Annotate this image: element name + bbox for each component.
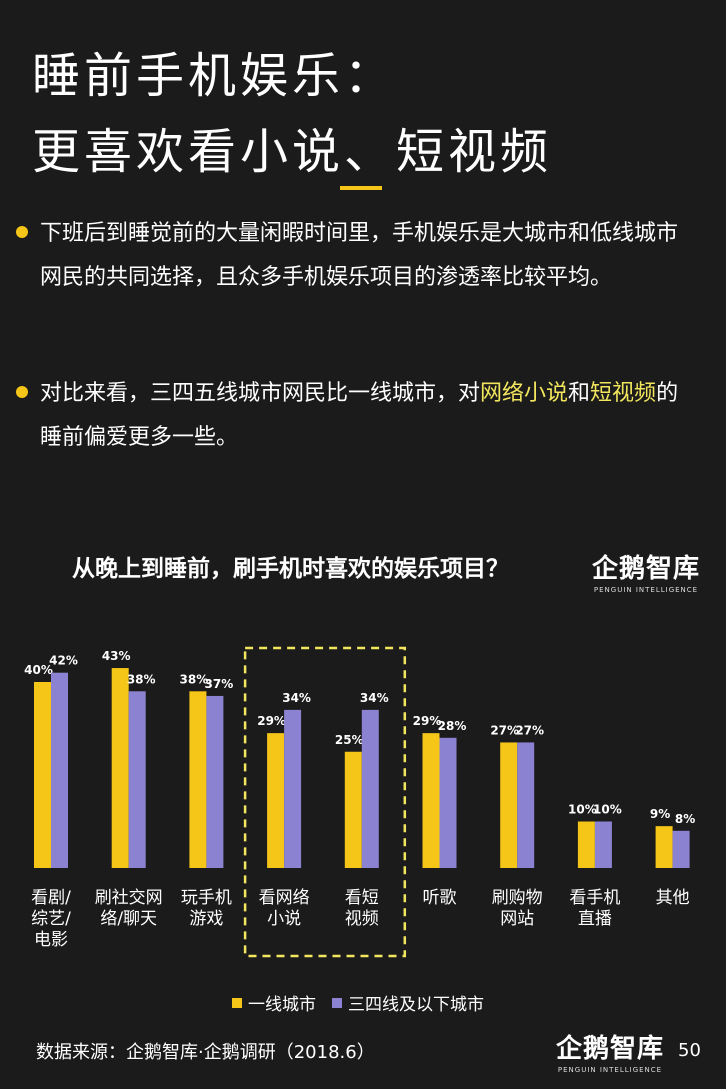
bullet-2-text-c: 的睡前偏爱更多一些。	[40, 381, 679, 450]
data-label-2-3: 34%	[282, 691, 311, 705]
logo-name: 企鹅智库	[556, 1034, 665, 1064]
category-label-7-0: 看手机	[569, 888, 620, 908]
data-label-1-5: 29%	[413, 714, 442, 728]
bar-1-1	[111, 668, 129, 868]
bullet-point-2: 对比来看，三四五线城市网民比一线城市，对网络小说和短视频的睡前偏爱更多一些。	[16, 372, 690, 460]
bullet-point-1: 下班后到睡觉前的大量闲暇时间里，手机娱乐是大城市和低线城市网民的共同选择，且众多…	[16, 212, 690, 300]
data-label-1-8: 9%	[650, 807, 670, 821]
category-label-5-0: 听歌	[423, 888, 457, 908]
bar-1-4	[344, 751, 362, 868]
category-label-3-0: 看网络	[259, 888, 310, 908]
category-label-6-0: 刷购物	[492, 888, 543, 908]
bullet-dot-icon	[16, 226, 28, 238]
bar-2-0	[51, 672, 68, 868]
bar-1-5	[422, 733, 440, 868]
category-label-4-0: 看短	[345, 888, 379, 908]
bar-1-0	[34, 682, 51, 868]
penguin-logo-bottom: 企鹅智库 PENGUIN INTELLIGENCE	[556, 1028, 664, 1074]
page-title-line1: 睡前手机娱乐：	[32, 48, 397, 104]
legend-item-series1: 一线城市	[232, 990, 316, 1015]
data-source-note: 数据来源：企鹅智库·企鹅调研（2018.6）	[36, 1042, 375, 1063]
bar-2-3	[284, 709, 302, 868]
legend-label-series1: 一线城市	[248, 995, 316, 1015]
page-number: 50	[678, 1040, 701, 1061]
data-label-2-0: 42%	[49, 654, 78, 668]
category-label-7-1: 直播	[578, 909, 612, 929]
highlight-box	[243, 646, 407, 958]
bar-2-7	[594, 821, 612, 868]
data-label-2-7: 10%	[593, 803, 622, 817]
bar-2-4	[361, 709, 379, 868]
category-label-0-1: 综艺/	[31, 909, 71, 929]
data-label-1-7: 10%	[568, 803, 597, 817]
category-label-0-2: 电影	[34, 930, 68, 950]
data-label-2-6: 27%	[515, 723, 544, 737]
data-label-2-5: 28%	[438, 719, 467, 733]
data-label-1-2: 38%	[180, 672, 209, 686]
bullet-2-highlight-novel: 网络小说	[480, 381, 569, 406]
logo-subtitle: PENGUIN INTELLIGENCE	[593, 586, 699, 594]
bar-1-2	[189, 691, 207, 868]
data-label-1-4: 25%	[335, 733, 364, 747]
bullet-2-highlight-shortvideo: 短视频	[590, 381, 657, 406]
legend-item-series2: 三四线及以下城市	[332, 990, 484, 1015]
bar-2-6	[517, 742, 535, 868]
category-label-8-0: 其他	[656, 888, 690, 908]
category-label-1-1: 络/聊天	[100, 909, 157, 929]
penguin-logo-top: 企鹅智库 PENGUIN INTELLIGENCE	[592, 548, 700, 594]
category-label-0-0: 看剧/	[31, 888, 71, 908]
bar-1-8	[655, 826, 673, 868]
bar-1-6	[500, 742, 518, 868]
data-label-1-6: 27%	[490, 723, 519, 737]
bar-2-5	[439, 737, 457, 868]
category-label-2-1: 游戏	[189, 909, 223, 929]
bar-1-7	[577, 821, 595, 868]
bullet-dot-icon	[16, 386, 28, 398]
data-label-2-4: 34%	[360, 691, 389, 705]
category-label-6-1: 网站	[500, 909, 534, 929]
logo-name: 企鹅智库	[592, 554, 701, 584]
category-label-3-1: 小说	[267, 909, 301, 929]
bullet-1-text: 下班后到睡觉前的大量闲暇时间里，手机娱乐是大城市和低线城市网民的共同选择，且众多…	[40, 221, 679, 290]
data-label-1-3: 29%	[257, 714, 286, 728]
bar-2-2	[206, 695, 224, 868]
bar-2-1	[128, 691, 146, 868]
data-label-2-2: 37%	[205, 677, 234, 691]
data-label-1-0: 40%	[24, 663, 53, 677]
bar-2-8	[672, 830, 690, 868]
bar-1-3	[267, 733, 285, 868]
category-label-2-0: 玩手机	[181, 888, 232, 908]
legend-label-series2: 三四线及以下城市	[348, 995, 484, 1015]
bullet-2-text-b: 和	[568, 381, 591, 406]
page-title-line2: 更喜欢看小说、短视频	[32, 124, 553, 180]
data-label-2-1: 38%	[127, 672, 156, 686]
title-accent-bar	[340, 186, 382, 190]
legend-swatch-series1	[232, 997, 242, 1008]
logo-subtitle: PENGUIN INTELLIGENCE	[557, 1066, 663, 1074]
chart-title: 从晚上到睡前，刷手机时喜欢的娱乐项目？	[72, 556, 509, 582]
category-label-1-0: 刷社交网	[95, 888, 163, 908]
bullet-2-text-a: 对比来看，三四五线城市网民比一线城市，对	[40, 381, 481, 406]
chart-legend: 一线城市 三四线及以下城市	[232, 990, 500, 1015]
category-label-4-1: 视频	[345, 909, 379, 929]
data-label-1-1: 43%	[102, 649, 131, 663]
data-label-2-8: 8%	[675, 812, 695, 826]
legend-swatch-series2	[332, 997, 342, 1008]
